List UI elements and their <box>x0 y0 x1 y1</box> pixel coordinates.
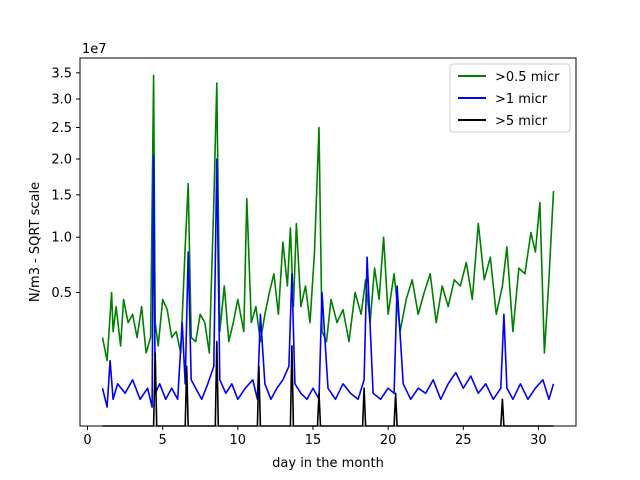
y-tick-label: 0.5 <box>51 286 72 301</box>
y-axis-label: N/m3 - SQRT scale <box>28 182 43 302</box>
series-line-1 <box>101 154 555 408</box>
x-axis-label: day in the month <box>272 456 384 471</box>
legend-label-2: >5 micr <box>495 114 548 129</box>
x-axis: 0 5 10 15 20 25 30 <box>83 426 547 448</box>
x-tick-label: 25 <box>455 433 472 448</box>
x-tick-label: 30 <box>530 433 547 448</box>
x-tick-label: 0 <box>83 433 91 448</box>
y-tick-label: 2.5 <box>51 121 72 136</box>
series-line-0 <box>101 74 555 362</box>
legend-label-0: >0.5 micr <box>495 70 560 85</box>
y-multiplier-label: 1e7 <box>82 42 107 57</box>
y-tick-label: 3.5 <box>51 66 72 81</box>
y-tick-label: 1.0 <box>51 231 72 246</box>
x-tick-label: 15 <box>305 433 322 448</box>
legend: >0.5 micr >1 micr >5 micr <box>449 63 571 133</box>
y-tick-label: 1.5 <box>51 188 72 203</box>
axes-frame <box>79 57 577 427</box>
legend-label-1: >1 micr <box>495 92 548 107</box>
x-tick-label: 5 <box>159 433 167 448</box>
y-tick-label: 2.0 <box>51 153 72 168</box>
y-tick-label: 3.0 <box>51 93 72 108</box>
legend-box <box>449 63 571 133</box>
x-tick-label: 20 <box>380 433 397 448</box>
y-axis: 0.5 1.0 1.5 2.0 2.5 3.0 3.5 <box>51 66 80 301</box>
x-tick-label: 10 <box>230 433 247 448</box>
